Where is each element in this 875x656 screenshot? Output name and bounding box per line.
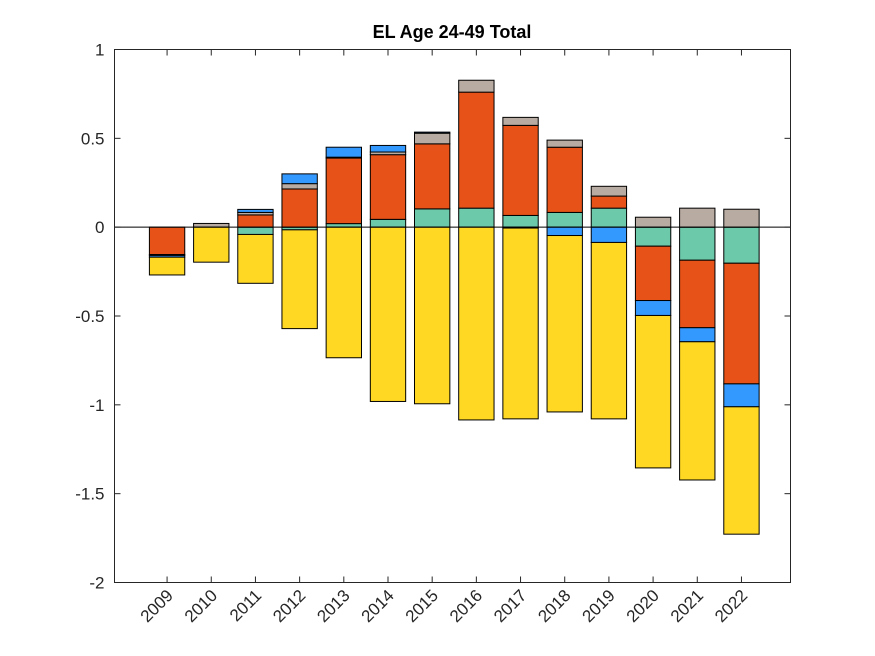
bar-segment-yellow-2016 <box>458 226 495 421</box>
bar-segment-yellow-2018 <box>546 235 583 413</box>
bar-segment-teal-2022 <box>723 226 760 264</box>
bar-segment-teal-2013 <box>325 223 362 228</box>
bar-segment-orange-2020 <box>634 245 672 302</box>
bar-segment-gray-2016 <box>458 79 495 93</box>
bar-segment-teal-2011 <box>237 226 274 235</box>
plot-area <box>114 49 791 583</box>
bar-segment-teal-2018 <box>546 211 583 228</box>
bar-segment-blue-2013 <box>325 146 362 158</box>
bar-segment-yellow-2013 <box>325 226 362 359</box>
bar-segment-yellow-2015 <box>414 226 451 405</box>
bar-segment-teal-2021 <box>679 226 716 261</box>
bar-segment-teal-2017 <box>502 214 539 228</box>
bar-segment-blue-2015 <box>414 131 451 134</box>
y-tick-label: -2 <box>89 574 104 593</box>
bar-segment-blue-2014 <box>369 144 407 153</box>
bar-segment-gray-2018 <box>546 139 583 148</box>
y-axis: 1 0.5 0 -0.5 -1 -1.5 -2 <box>75 41 791 593</box>
bar-segment-orange-2009 <box>148 226 186 256</box>
bar-segment-gray-2017 <box>502 116 539 126</box>
bar-segment-orange-2013 <box>325 157 362 225</box>
bar-segment-gray-2010 <box>193 222 230 228</box>
bar-segment-orange-2019 <box>590 195 628 209</box>
bar-segment-teal-2014 <box>369 218 407 228</box>
y-tick-label: -1 <box>89 396 104 415</box>
y-tick-label: -0.5 <box>75 307 104 326</box>
bar-segment-yellow-2009 <box>148 256 186 276</box>
bar-segment-yellow-2022 <box>723 406 760 535</box>
bar-segment-gray-2022 <box>723 208 760 228</box>
bars-group <box>148 79 760 535</box>
bar-segment-yellow-2010 <box>193 226 230 263</box>
bar-segment-orange-2022 <box>723 262 760 385</box>
bar-segment-gray-2019 <box>590 185 628 197</box>
bar-segment-orange-2018 <box>546 146 583 213</box>
bar-segment-yellow-2011 <box>237 233 274 284</box>
bar-segment-orange-2016 <box>458 91 495 209</box>
bar-segment-gray-2021 <box>679 207 716 228</box>
bar-segment-orange-2011 <box>237 214 274 228</box>
bar-segment-blue-2011 <box>237 208 274 213</box>
bar-segment-gray-2020 <box>634 216 672 228</box>
y-tick-label: 0.5 <box>81 129 105 148</box>
chart-title: EL Age 24-49 Total <box>373 22 532 42</box>
bar-segment-yellow-2014 <box>369 226 407 402</box>
bar-segment-yellow-2017 <box>502 227 539 420</box>
bar-segment-orange-2012 <box>281 188 318 228</box>
bar-segment-orange-2015 <box>414 143 451 210</box>
bar-segment-teal-2015 <box>414 208 451 228</box>
bar-segment-teal-2016 <box>458 207 495 228</box>
bar-segment-orange-2014 <box>369 154 407 220</box>
y-tick-label: -1.5 <box>75 485 104 504</box>
bar-segment-teal-2019 <box>590 207 628 228</box>
bar-segment-gray-2012 <box>281 183 318 190</box>
y-tick-label: 0 <box>95 218 104 237</box>
bar-segment-yellow-2021 <box>679 341 716 481</box>
bar-segment-blue-2021 <box>679 327 716 343</box>
bar-segment-blue-2020 <box>634 300 672 316</box>
bar-segment-yellow-2020 <box>634 314 672 469</box>
bar-segment-blue-2012 <box>281 173 318 185</box>
bar-segment-orange-2021 <box>679 259 716 329</box>
bar-segment-blue-2022 <box>723 383 760 408</box>
y-tick-label: 1 <box>95 41 104 60</box>
bar-segment-teal-2020 <box>634 226 672 247</box>
bar-segment-gray-2015 <box>414 132 451 145</box>
bar-segment-blue-2018 <box>546 226 583 237</box>
bar-segment-blue-2019 <box>590 226 628 243</box>
bar-segment-yellow-2019 <box>590 241 628 420</box>
bar-segment-orange-2017 <box>502 124 539 216</box>
bar-segment-yellow-2012 <box>281 229 318 330</box>
